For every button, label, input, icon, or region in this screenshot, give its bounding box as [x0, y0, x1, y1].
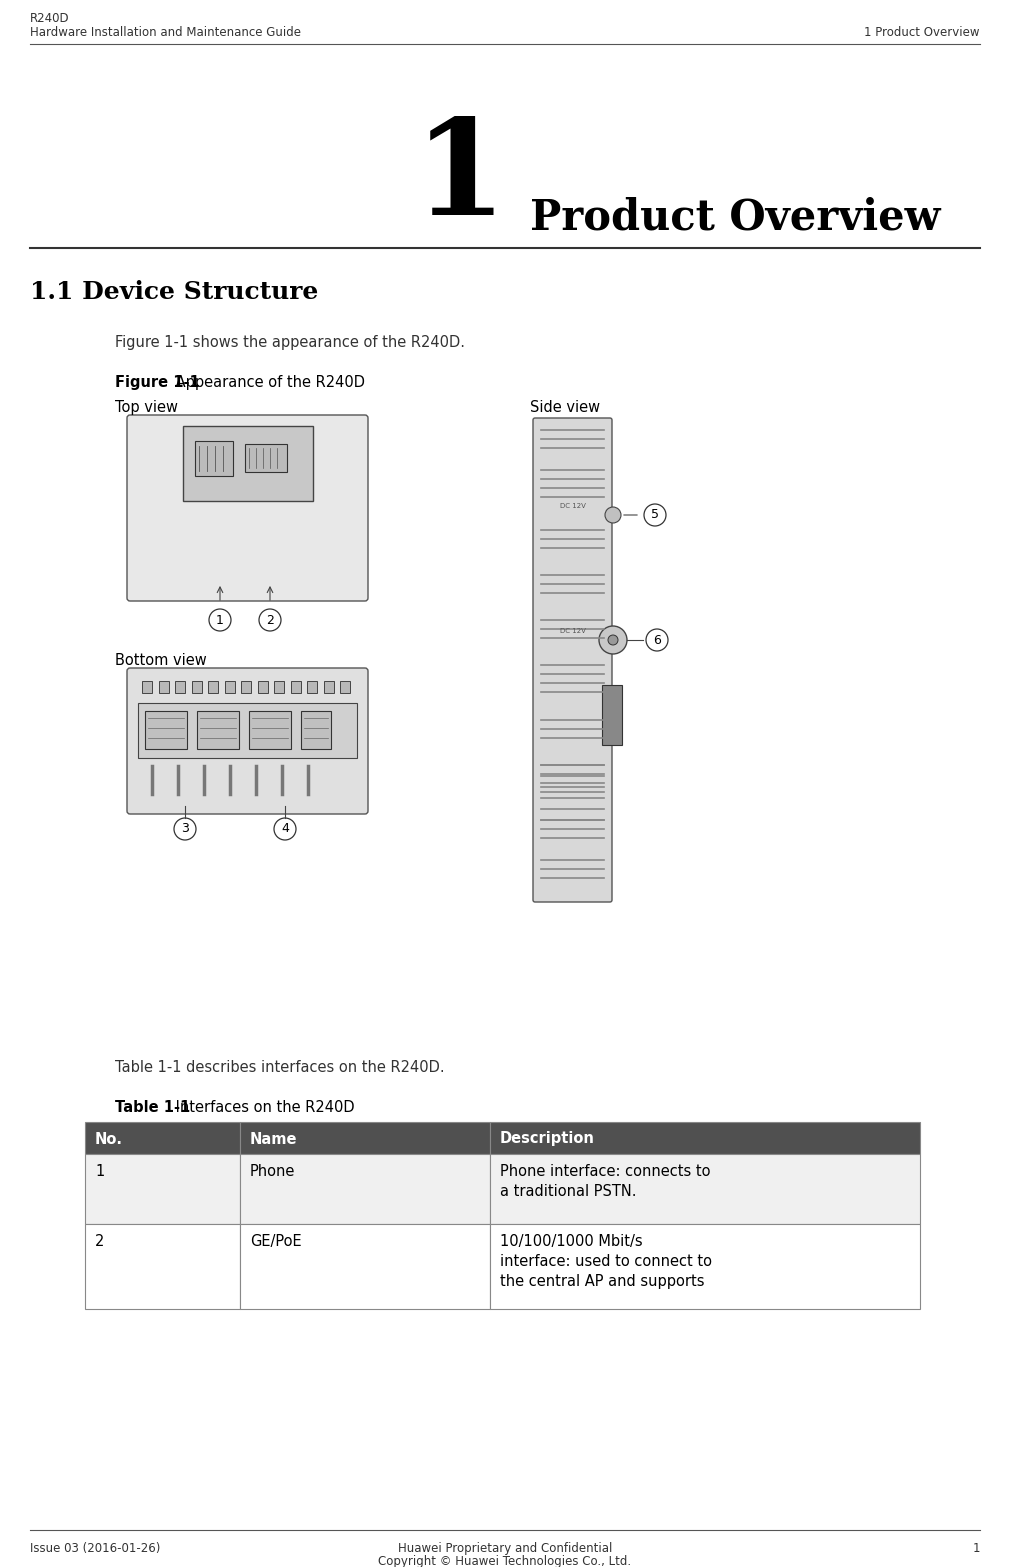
Bar	[301, 711, 331, 749]
Bar	[197, 711, 239, 749]
Bar	[224, 682, 234, 693]
Bar	[274, 682, 284, 693]
Bar	[85, 1153, 240, 1224]
Bar	[85, 1122, 240, 1153]
Text: 2: 2	[95, 1233, 104, 1249]
Bar	[192, 682, 202, 693]
Bar	[490, 1153, 920, 1224]
Text: Table 1-1 describes interfaces on the R240D.: Table 1-1 describes interfaces on the R2…	[115, 1059, 444, 1075]
Text: 1 Product Overview: 1 Product Overview	[865, 27, 980, 39]
Bar	[340, 682, 350, 693]
Text: Figure 1-1 shows the appearance of the R240D.: Figure 1-1 shows the appearance of the R…	[115, 335, 465, 349]
Bar	[142, 682, 152, 693]
Text: 1: 1	[414, 114, 506, 243]
Bar	[240, 1224, 490, 1308]
Text: 1.1 Device Structure: 1.1 Device Structure	[30, 280, 318, 304]
Bar	[195, 440, 232, 476]
Text: Phone interface: connects to
a traditional PSTN.: Phone interface: connects to a tradition…	[500, 1164, 710, 1199]
Text: 1: 1	[216, 614, 224, 627]
Text: 1: 1	[95, 1164, 104, 1178]
Bar	[145, 711, 187, 749]
Text: DC 12V: DC 12V	[560, 628, 586, 635]
Circle shape	[608, 635, 618, 646]
Circle shape	[599, 625, 627, 653]
FancyBboxPatch shape	[533, 418, 612, 903]
Bar	[323, 682, 333, 693]
Text: Figure 1-1: Figure 1-1	[115, 375, 200, 390]
Text: Huawei Proprietary and Confidential: Huawei Proprietary and Confidential	[398, 1542, 612, 1554]
Text: Interfaces on the R240D: Interfaces on the R240D	[171, 1100, 355, 1116]
Bar	[244, 443, 287, 472]
Bar	[85, 1224, 240, 1308]
Text: 3: 3	[181, 823, 189, 835]
Text: Side view: Side view	[530, 400, 600, 415]
Bar	[240, 1153, 490, 1224]
Text: Product Overview: Product Overview	[530, 197, 940, 240]
Text: Copyright © Huawei Technologies Co., Ltd.: Copyright © Huawei Technologies Co., Ltd…	[379, 1554, 631, 1567]
Text: Appearance of the R240D: Appearance of the R240D	[171, 375, 365, 390]
Text: Phone: Phone	[250, 1164, 295, 1178]
FancyBboxPatch shape	[127, 668, 368, 813]
Text: No.: No.	[95, 1131, 123, 1147]
Bar	[159, 682, 169, 693]
Bar	[241, 682, 251, 693]
Text: Hardware Installation and Maintenance Guide: Hardware Installation and Maintenance Gu…	[30, 27, 301, 39]
Circle shape	[605, 508, 621, 523]
Bar	[307, 682, 317, 693]
Text: 2: 2	[266, 614, 274, 627]
Text: R240D: R240D	[30, 13, 70, 25]
Text: 4: 4	[281, 823, 289, 835]
Bar	[490, 1122, 920, 1153]
Bar	[138, 704, 357, 758]
Bar	[258, 682, 268, 693]
FancyBboxPatch shape	[127, 415, 368, 602]
Bar	[175, 682, 185, 693]
Bar	[240, 1122, 490, 1153]
Bar	[490, 1224, 920, 1308]
Text: Table 1-1: Table 1-1	[115, 1100, 190, 1116]
Text: Description: Description	[500, 1131, 595, 1147]
Text: 6: 6	[653, 633, 661, 647]
Text: GE/PoE: GE/PoE	[250, 1233, 302, 1249]
Text: 1: 1	[973, 1542, 980, 1554]
Bar	[208, 682, 218, 693]
Text: 5: 5	[651, 509, 659, 522]
Text: Top view: Top view	[115, 400, 178, 415]
Text: Issue 03 (2016-01-26): Issue 03 (2016-01-26)	[30, 1542, 161, 1554]
Text: Name: Name	[250, 1131, 298, 1147]
Text: Bottom view: Bottom view	[115, 653, 207, 668]
Bar	[602, 685, 622, 744]
Text: DC 12V: DC 12V	[560, 503, 586, 509]
Bar	[249, 711, 291, 749]
Bar	[291, 682, 301, 693]
Bar	[183, 426, 312, 501]
Text: 10/100/1000 Mbit/s
interface: used to connect to
the central AP and supports: 10/100/1000 Mbit/s interface: used to co…	[500, 1233, 712, 1288]
